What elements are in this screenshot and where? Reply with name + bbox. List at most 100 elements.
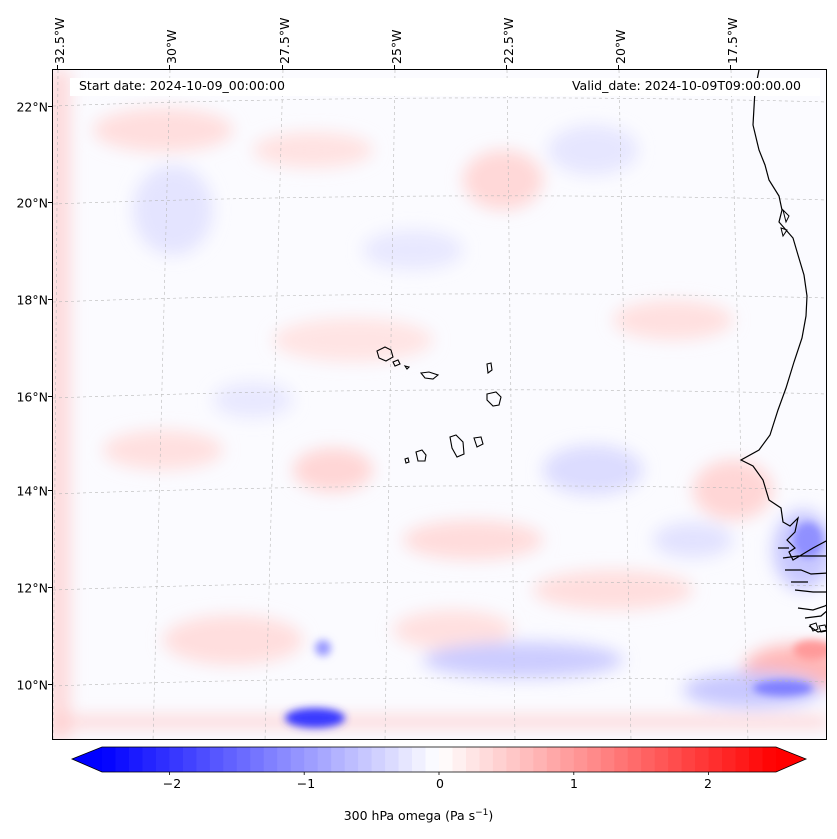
cape-verde-islands <box>376 346 502 464</box>
colorbar-cell <box>735 747 750 772</box>
colorbar-cell <box>722 747 737 772</box>
colorbar-cell <box>385 747 400 772</box>
colorbar-title: 300 hPa omega (Pa s−1) <box>0 808 837 823</box>
lon-tick <box>506 65 507 69</box>
colorbar-cell <box>155 747 170 772</box>
lat-label-12n: 12°N <box>16 580 48 596</box>
colorbar-cell <box>600 747 615 772</box>
lat-tick <box>48 396 52 397</box>
colorbar-cell <box>425 747 440 772</box>
colorbar-tick-label: 2 <box>704 776 712 791</box>
colorbar-cell <box>128 747 143 772</box>
coastal-islands <box>780 208 826 633</box>
colorbar-outline <box>70 746 808 773</box>
lat-label-20n: 20°N <box>16 195 48 211</box>
colorbar-cell <box>695 747 710 772</box>
colorbar-cell <box>277 747 292 772</box>
lon-tick <box>730 65 731 69</box>
strong-omega-cores <box>285 522 826 728</box>
lon-tick <box>282 65 283 69</box>
colorbar-cell <box>263 747 278 772</box>
colorbar-cell <box>479 747 494 772</box>
colorbar-cell <box>236 747 251 772</box>
colorbar-cell <box>209 747 224 772</box>
colorbar-cell <box>290 747 305 772</box>
lon-label-22-5w: 22.5°W <box>501 17 516 64</box>
colorbar-cell <box>169 747 184 772</box>
colorbar-cell <box>115 747 130 772</box>
lon-tick <box>57 65 58 69</box>
colorbar-cell <box>196 747 211 772</box>
lat-label-10n: 10°N <box>16 677 48 693</box>
colorbar-cell <box>587 747 602 772</box>
colorbar-cell <box>560 747 575 772</box>
gridlines <box>53 70 826 739</box>
lon-tick <box>394 65 395 69</box>
lon-label-32-5w: 32.5°W <box>52 17 67 64</box>
lon-label-17-5w: 17.5°W <box>725 17 740 64</box>
lon-tick <box>169 65 170 69</box>
colorbar-title-end: ) <box>488 808 494 824</box>
colorbar-cell <box>465 747 480 772</box>
colorbar-cell <box>533 747 548 772</box>
colorbar-cell <box>708 747 723 772</box>
lat-label-22n: 22°N <box>16 99 48 115</box>
colorbar-cell <box>573 747 588 772</box>
colorbar-tick-label: 0 <box>436 776 444 791</box>
lat-label-18n: 18°N <box>16 292 48 308</box>
lat-tick <box>48 684 52 685</box>
colorbar-cell <box>331 747 346 772</box>
colorbar-tick-label: 1 <box>570 776 578 791</box>
colorbar-cell <box>250 747 265 772</box>
colorbar-cell <box>223 747 238 772</box>
colorbar-cell <box>452 747 467 772</box>
omega-shading <box>53 70 826 739</box>
colorbar-title-exponent: −1 <box>475 808 489 818</box>
lon-label-30w: 30°W <box>164 29 179 64</box>
colorbar-tick-label: −2 <box>162 776 182 791</box>
lat-tick <box>48 202 52 203</box>
colorbar-cell <box>614 747 629 772</box>
lat-tick <box>48 106 52 107</box>
start-date-label: Start date: 2024-10-09_00:00:00 <box>79 78 285 93</box>
colorbar-cell <box>102 747 116 772</box>
colorbar-title-main: 300 hPa omega (Pa s <box>343 808 476 824</box>
colorbar-cell <box>439 747 453 772</box>
colorbar-cell <box>654 747 669 772</box>
lon-tick <box>618 65 619 69</box>
colorbar-cell <box>304 747 319 772</box>
colorbar-extend-min <box>72 747 102 772</box>
colorbar-cell <box>142 747 157 772</box>
colorbar-cell <box>506 747 521 772</box>
lat-tick <box>48 299 52 300</box>
colorbar-cell <box>749 747 764 772</box>
colorbar-cell <box>182 747 197 772</box>
colorbar-tick-label: −1 <box>296 776 316 791</box>
colorbar-cell <box>412 747 427 772</box>
colorbar-cell <box>317 747 332 772</box>
colorbar-cell <box>371 747 386 772</box>
colorbar-cell <box>358 747 373 772</box>
map-panel[interactable] <box>52 69 827 740</box>
colorbar-cell <box>681 747 696 772</box>
colorbar-cell <box>344 747 359 772</box>
lon-label-20w: 20°W <box>613 29 628 64</box>
colorbar-cell <box>627 747 642 772</box>
west-africa-coastline <box>739 70 826 633</box>
colorbar-cell <box>519 747 534 772</box>
lon-label-27-5w: 27.5°W <box>277 17 292 64</box>
colorbar-cells <box>72 747 806 772</box>
colorbar-cell <box>398 747 413 772</box>
colorbar-cell <box>492 747 507 772</box>
lon-label-25w: 25°W <box>389 29 404 64</box>
lat-tick <box>48 490 52 491</box>
colorbar-cell <box>546 747 561 772</box>
colorbar-cell <box>668 747 683 772</box>
omega-colorbar <box>70 746 808 775</box>
colorbar-extend-max <box>776 747 806 772</box>
date-info-band <box>70 78 820 96</box>
colorbar-cell <box>641 747 656 772</box>
lat-label-14n: 14°N <box>16 483 48 499</box>
colorbar-cell <box>762 747 777 772</box>
colorbar-ticks <box>169 772 709 775</box>
